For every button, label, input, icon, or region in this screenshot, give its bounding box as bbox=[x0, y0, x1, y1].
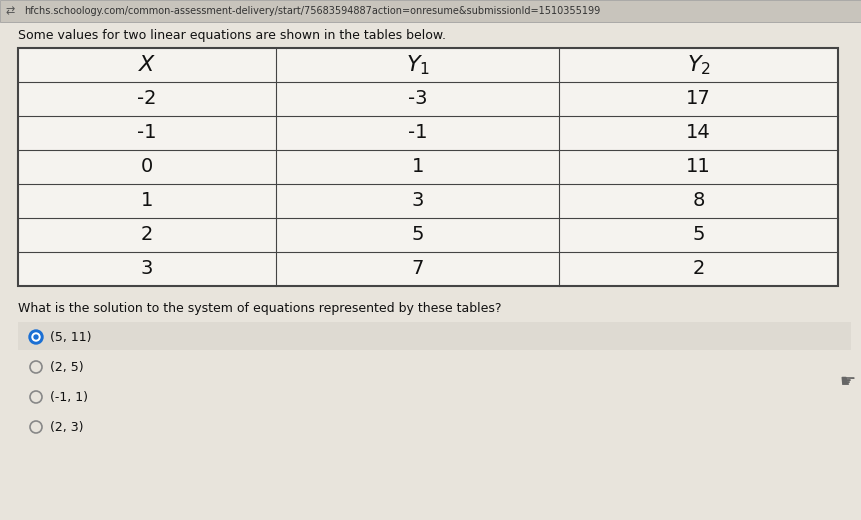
Bar bbox=[276, 252, 559, 286]
Text: $X$: $X$ bbox=[138, 55, 157, 75]
Bar bbox=[18, 116, 276, 150]
Text: 3: 3 bbox=[141, 259, 153, 279]
Bar bbox=[276, 218, 559, 252]
Bar bbox=[276, 48, 559, 82]
Text: Some values for two linear equations are shown in the tables below.: Some values for two linear equations are… bbox=[18, 30, 446, 43]
Text: (2, 3): (2, 3) bbox=[50, 421, 84, 434]
Text: 17: 17 bbox=[686, 89, 711, 109]
Text: $Y_2$: $Y_2$ bbox=[687, 53, 710, 77]
Text: ☛: ☛ bbox=[840, 373, 856, 391]
Circle shape bbox=[34, 335, 38, 339]
Bar bbox=[18, 322, 851, 350]
Text: 1: 1 bbox=[141, 191, 153, 211]
Bar bbox=[18, 82, 276, 116]
Text: (2, 5): (2, 5) bbox=[50, 360, 84, 373]
Bar bbox=[559, 48, 838, 82]
Bar bbox=[559, 184, 838, 218]
Text: 11: 11 bbox=[686, 158, 711, 176]
Bar bbox=[18, 48, 276, 82]
Text: ⇄: ⇄ bbox=[5, 6, 15, 16]
Text: (5, 11): (5, 11) bbox=[50, 331, 91, 344]
Bar bbox=[276, 116, 559, 150]
Bar bbox=[0, 0, 861, 22]
Bar bbox=[276, 150, 559, 184]
Text: 3: 3 bbox=[412, 191, 424, 211]
Bar bbox=[559, 150, 838, 184]
Text: 14: 14 bbox=[686, 123, 711, 142]
Bar bbox=[559, 218, 838, 252]
Bar bbox=[276, 184, 559, 218]
Circle shape bbox=[32, 333, 40, 341]
Text: -1: -1 bbox=[408, 123, 428, 142]
Text: 1: 1 bbox=[412, 158, 424, 176]
Text: -1: -1 bbox=[138, 123, 157, 142]
Bar bbox=[18, 252, 276, 286]
Text: 2: 2 bbox=[692, 259, 705, 279]
Text: 8: 8 bbox=[692, 191, 705, 211]
Text: 5: 5 bbox=[692, 226, 705, 244]
Bar bbox=[18, 150, 276, 184]
Text: 7: 7 bbox=[412, 259, 424, 279]
Circle shape bbox=[29, 330, 43, 344]
Text: 0: 0 bbox=[141, 158, 153, 176]
Text: 2: 2 bbox=[141, 226, 153, 244]
Text: hfchs.schoology.com/common-assessment-delivery/start/75683594887action=onresume&: hfchs.schoology.com/common-assessment-de… bbox=[24, 6, 600, 16]
Bar bbox=[559, 252, 838, 286]
Text: -2: -2 bbox=[138, 89, 157, 109]
Bar bbox=[559, 116, 838, 150]
Text: What is the solution to the system of equations represented by these tables?: What is the solution to the system of eq… bbox=[18, 302, 501, 315]
Text: 5: 5 bbox=[412, 226, 424, 244]
Bar bbox=[559, 82, 838, 116]
Bar bbox=[276, 82, 559, 116]
Text: -3: -3 bbox=[408, 89, 428, 109]
Text: (-1, 1): (-1, 1) bbox=[50, 391, 88, 404]
Text: $Y_1$: $Y_1$ bbox=[406, 53, 430, 77]
Bar bbox=[18, 184, 276, 218]
Bar bbox=[18, 48, 838, 286]
Bar bbox=[18, 218, 276, 252]
